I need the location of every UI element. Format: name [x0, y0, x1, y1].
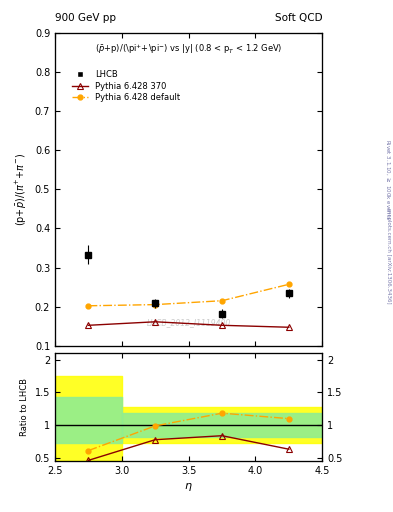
- Legend: LHCB, Pythia 6.428 370, Pythia 6.428 default: LHCB, Pythia 6.428 370, Pythia 6.428 def…: [70, 69, 182, 104]
- Pythia 6.428 default: [86, 303, 91, 309]
- Pythia 6.428 370: [153, 318, 158, 325]
- X-axis label: $\eta$: $\eta$: [184, 481, 193, 493]
- Text: mcplots.cern.ch [arXiv:1306.3436]: mcplots.cern.ch [arXiv:1306.3436]: [386, 208, 391, 304]
- Pythia 6.428 default: [220, 297, 224, 304]
- Pythia 6.428 370: [86, 322, 91, 328]
- Text: LHCB_2012_I1119400: LHCB_2012_I1119400: [147, 318, 231, 327]
- Text: 900 GeV pp: 900 GeV pp: [55, 13, 116, 23]
- Line: Pythia 6.428 default: Pythia 6.428 default: [86, 282, 291, 308]
- Y-axis label: Ratio to LHCB: Ratio to LHCB: [20, 378, 29, 436]
- Pythia 6.428 370: [220, 322, 224, 328]
- Line: Pythia 6.428 370: Pythia 6.428 370: [85, 318, 292, 330]
- Text: ($\bar{p}$+p)/(\pi$^{+}$+\pi$^{-}$) vs |y| (0.8 < p$_T$ < 1.2 GeV): ($\bar{p}$+p)/(\pi$^{+}$+\pi$^{-}$) vs |…: [95, 42, 283, 56]
- Pythia 6.428 370: [286, 324, 291, 330]
- Text: Rivet 3.1.10, $\geq$ 100k events: Rivet 3.1.10, $\geq$ 100k events: [384, 139, 391, 220]
- Pythia 6.428 default: [153, 302, 158, 308]
- Pythia 6.428 default: [286, 281, 291, 287]
- Text: Soft QCD: Soft QCD: [275, 13, 322, 23]
- Y-axis label: (p+$\bar{p}$)/($\pi^{+}$+$\pi^{-}$): (p+$\bar{p}$)/($\pi^{+}$+$\pi^{-}$): [14, 153, 29, 226]
